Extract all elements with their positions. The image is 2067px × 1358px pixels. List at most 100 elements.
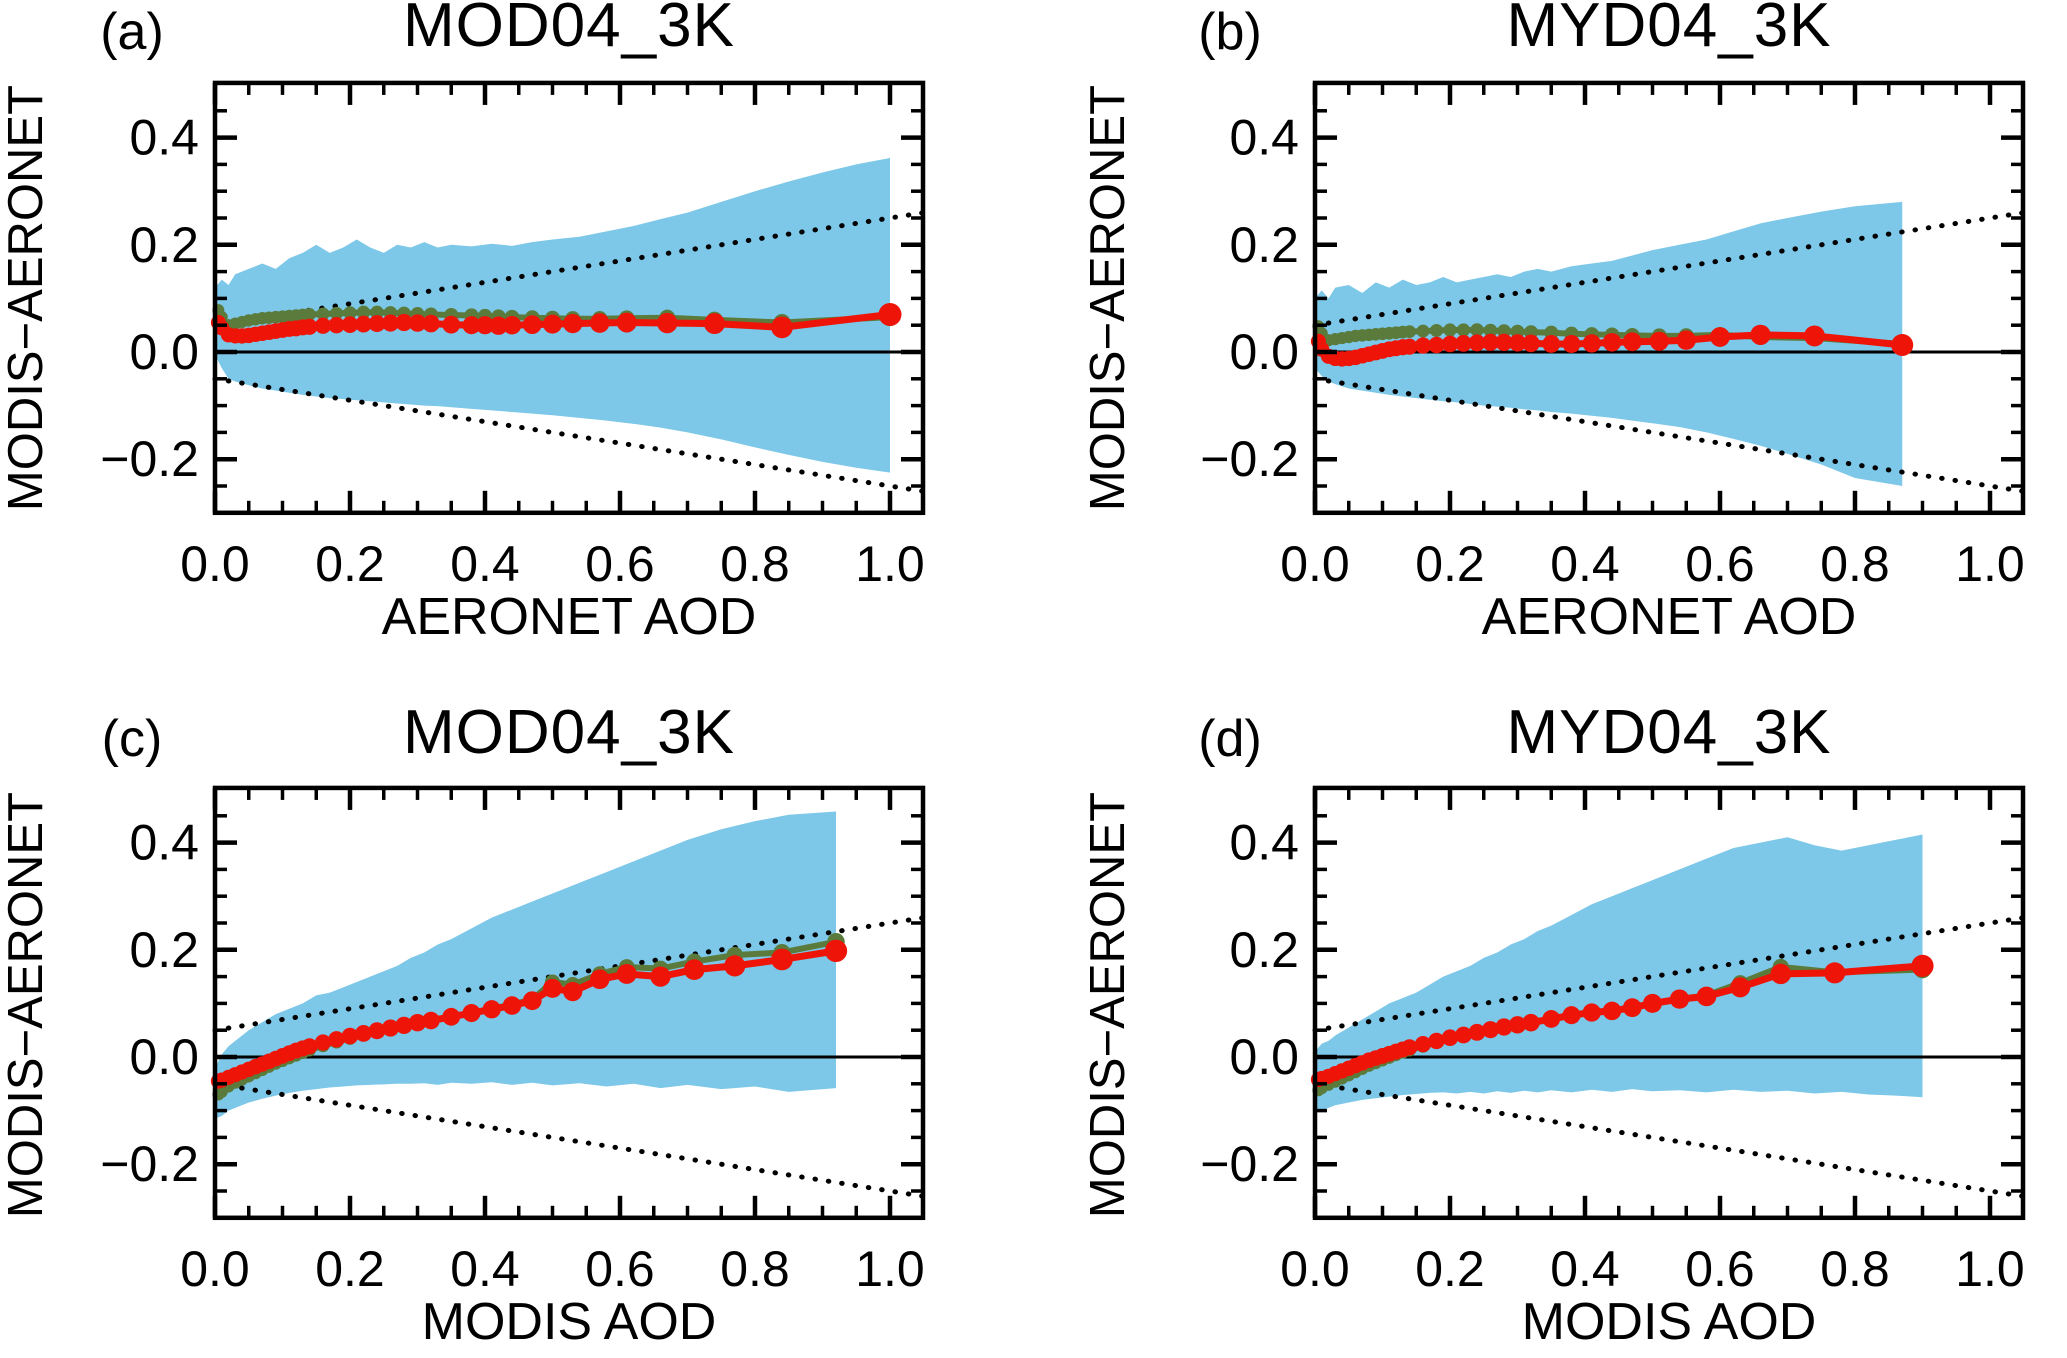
red-series-marker	[1441, 335, 1459, 353]
red-series-marker	[314, 1034, 332, 1051]
red-series-marker	[1562, 1006, 1581, 1025]
red-series-marker	[314, 317, 332, 334]
red-series-marker	[368, 315, 386, 333]
red-series-marker	[724, 955, 746, 977]
red-series-marker	[1542, 1010, 1561, 1028]
red-series-marker	[442, 315, 461, 334]
x-tick-label: 0.4	[1550, 1241, 1620, 1297]
red-series-marker	[1824, 962, 1846, 984]
x-tick-label: 0.6	[1685, 536, 1755, 592]
red-series-marker	[301, 318, 318, 335]
red-series-marker	[1669, 989, 1690, 1009]
x-tick-label: 0.6	[1685, 1241, 1755, 1297]
x-tick-label: 0.8	[720, 1241, 790, 1297]
red-series-marker	[328, 316, 345, 334]
red-series-marker	[442, 1007, 461, 1026]
red-series-marker	[563, 313, 583, 334]
red-series-marker	[1582, 334, 1601, 353]
x-tick-label: 0.8	[1820, 1241, 1890, 1297]
red-series-marker	[1414, 1035, 1432, 1053]
red-series-marker	[1481, 333, 1500, 351]
red-series-marker	[1508, 334, 1527, 352]
red-series-marker	[341, 316, 359, 333]
red-series-marker	[1622, 998, 1642, 1018]
green-series-marker	[1429, 324, 1444, 338]
green-series-marker	[329, 306, 344, 320]
red-series-marker	[381, 1019, 400, 1037]
expected-error-upper-line	[212, 915, 926, 1033]
red-series-marker	[1710, 327, 1730, 347]
red-series-marker	[1468, 1023, 1486, 1041]
red-series-marker	[771, 316, 793, 339]
red-series-marker	[489, 316, 508, 335]
red-series-marker	[1428, 1032, 1445, 1050]
x-tick-label: 0.6	[585, 1241, 655, 1297]
panel-a-xaxis-label: AERONET AOD	[381, 588, 757, 646]
red-series-marker	[408, 314, 427, 332]
red-series-marker	[1414, 337, 1432, 354]
red-series-marker	[616, 312, 637, 333]
red-series-marker	[1401, 1039, 1418, 1056]
red-series-marker	[502, 996, 522, 1015]
envelope-band	[215, 811, 836, 1119]
red-series-marker	[683, 959, 705, 980]
envelope-band	[1315, 834, 1923, 1114]
red-series-marker	[1428, 336, 1445, 354]
x-tick-label: 1.0	[1955, 536, 2025, 592]
y-tick-label: 0.2	[129, 922, 199, 978]
y-tick-label: −0.2	[1200, 1136, 1299, 1192]
red-series-marker	[1441, 1029, 1459, 1047]
y-tick-label: 0.4	[129, 815, 199, 871]
red-series-marker	[1455, 1026, 1472, 1044]
red-series-marker	[1495, 1018, 1513, 1036]
red-series-marker	[1649, 331, 1669, 351]
red-series-marker	[1891, 334, 1914, 357]
x-tick-label: 0.2	[1415, 1241, 1485, 1297]
red-series-marker	[1696, 986, 1717, 1007]
red-series-marker	[1750, 324, 1771, 345]
red-series-marker	[462, 316, 481, 335]
red-series-marker	[1622, 332, 1642, 352]
red-series-marker	[395, 313, 413, 332]
red-series-marker	[1730, 977, 1751, 998]
x-tick-label: 0.8	[720, 536, 790, 592]
panel-a-yaxis-label: MODIS−AERONET	[0, 84, 53, 512]
panel-b-label: (b)	[1198, 3, 1262, 61]
green-series-marker	[1403, 325, 1416, 339]
x-tick-label: 0.4	[1550, 536, 1620, 592]
y-tick-label: 0.2	[1229, 922, 1299, 978]
red-series-marker	[422, 1011, 440, 1030]
panel-c-yaxis-label: MODIS−AERONET	[0, 791, 53, 1219]
y-tick-label: 0.4	[129, 110, 199, 166]
red-series-marker	[1770, 963, 1792, 985]
y-tick-label: −0.2	[100, 1136, 199, 1192]
red-series-marker	[502, 315, 522, 335]
red-series-marker	[341, 1027, 359, 1045]
red-series-marker	[616, 963, 637, 984]
x-tick-label: 0.2	[1415, 536, 1485, 592]
panel-d-title: MYD04_3K	[1506, 698, 1832, 767]
red-series-marker	[422, 314, 440, 333]
green-series-marker	[1456, 323, 1471, 337]
y-tick-label: 0.0	[1229, 1029, 1299, 1085]
red-series-marker	[1911, 954, 1934, 977]
x-tick-label: 0.2	[315, 536, 385, 592]
x-tick-label: 0.6	[585, 536, 655, 592]
y-tick-label: 0.2	[1229, 217, 1299, 273]
panel-a-label: (a)	[100, 3, 164, 61]
red-series-marker	[543, 314, 562, 334]
panel-d-yaxis-label: MODIS−AERONET	[1081, 791, 1135, 1219]
expected-error-upper-line	[212, 210, 926, 328]
x-tick-label: 0.8	[1820, 536, 1890, 592]
expected-error-upper-line	[1312, 915, 2026, 1033]
green-series-marker	[1416, 324, 1430, 338]
red-series-marker	[395, 1016, 413, 1034]
green-series-marker	[1470, 323, 1484, 337]
red-series-marker	[1542, 335, 1561, 353]
red-series-marker	[1468, 334, 1486, 352]
panel-b-xaxis-label: AERONET AOD	[1481, 588, 1857, 646]
red-series-marker	[381, 314, 400, 332]
red-series-marker	[1804, 325, 1825, 347]
red-series-marker	[589, 969, 610, 990]
